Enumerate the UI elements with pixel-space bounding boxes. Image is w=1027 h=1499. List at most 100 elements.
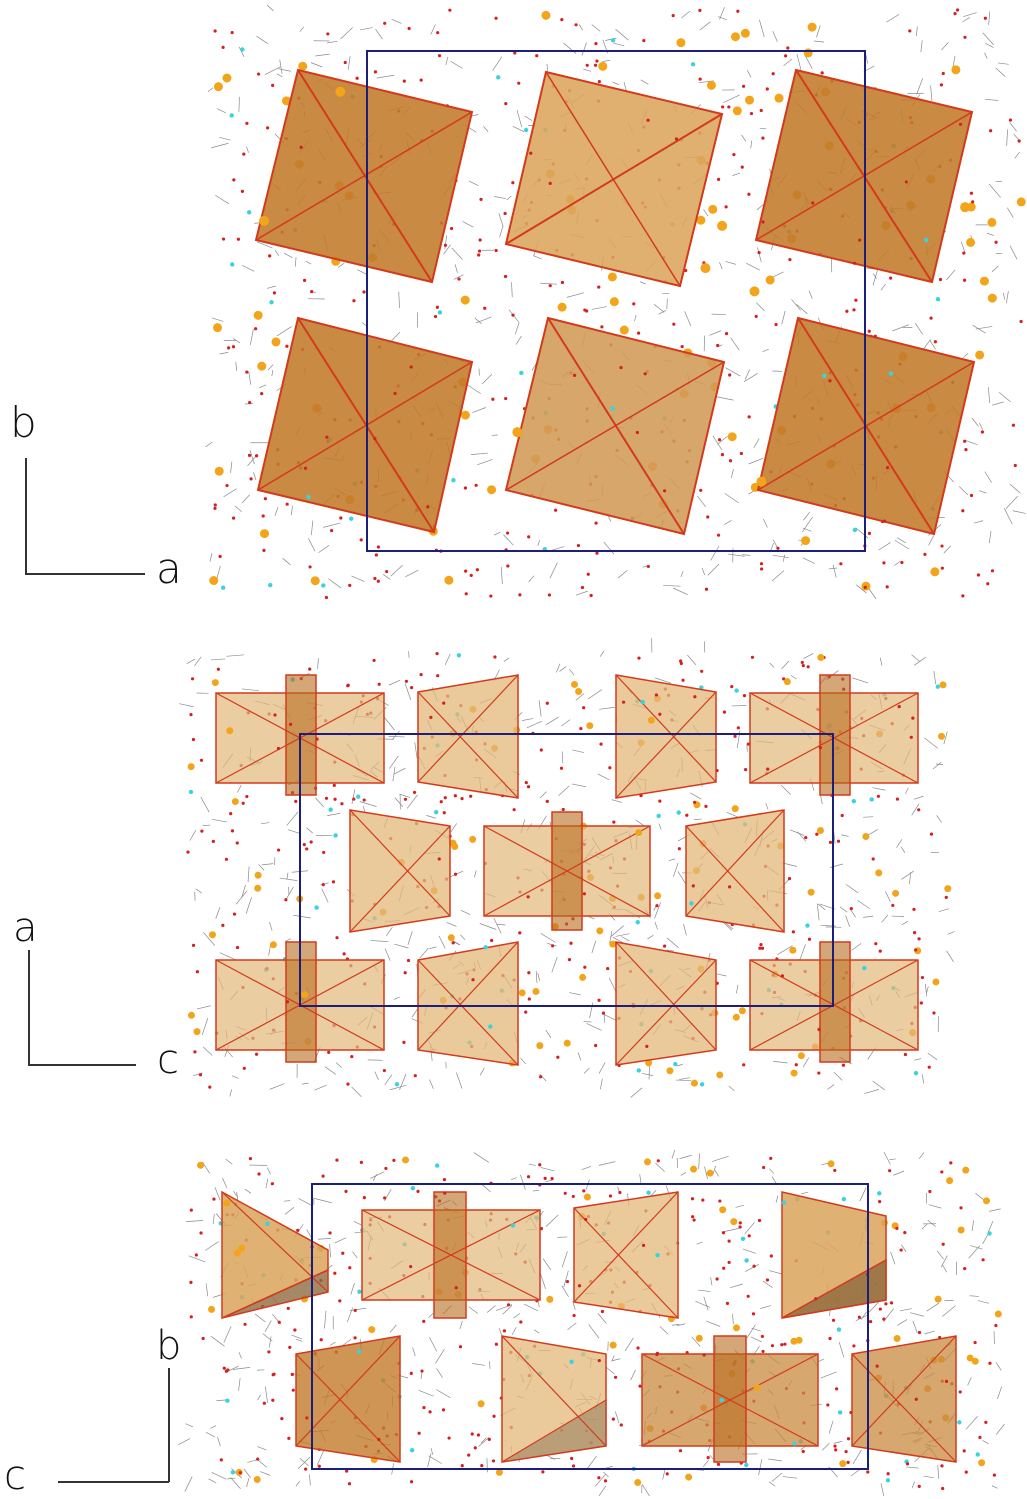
bond — [540, 1273, 545, 1289]
bond — [311, 521, 313, 536]
bond — [232, 1076, 239, 1079]
oxygen-atom — [582, 706, 585, 709]
oxygen-atom — [606, 967, 609, 970]
bond — [719, 262, 722, 269]
oxygen-atom — [232, 517, 235, 520]
metal-atom — [790, 1338, 797, 1345]
oxygen-atom — [318, 1465, 321, 1468]
bond — [961, 242, 964, 252]
bond — [218, 1437, 221, 1446]
oxygen-atom — [277, 848, 280, 851]
oxygen-atom — [817, 1071, 820, 1074]
bond — [456, 1073, 462, 1089]
oxygen-atom — [527, 785, 530, 788]
metal-atom — [610, 297, 619, 306]
halide-atom — [852, 799, 856, 803]
oxygen-atom — [245, 122, 248, 125]
halide-atom — [265, 1222, 269, 1226]
oxygen-atom — [757, 251, 760, 254]
oxygen-atom — [728, 373, 731, 376]
halide-atom — [782, 1200, 786, 1204]
bond — [989, 12, 990, 25]
bond — [469, 1307, 478, 1314]
oxygen-atom — [742, 1063, 745, 1066]
oxygen-atom — [255, 1053, 258, 1056]
metal-atom — [932, 978, 939, 985]
bond — [910, 1313, 924, 1317]
oxygen-atom — [679, 659, 682, 662]
oxygen-atom — [255, 454, 258, 457]
bond — [550, 563, 558, 579]
bond — [782, 661, 789, 669]
oxygen-atom — [442, 1408, 445, 1411]
oxygen-atom — [402, 1041, 405, 1044]
bond — [680, 1155, 692, 1158]
bond — [211, 1336, 224, 1346]
metal-atom — [938, 733, 945, 740]
bond — [631, 1370, 636, 1380]
oxygen-atom — [410, 1480, 413, 1483]
bond — [703, 1460, 708, 1466]
bond — [224, 489, 237, 497]
oxygen-atom — [471, 1432, 474, 1435]
bond — [673, 863, 678, 877]
oxygen-atom — [869, 1320, 872, 1323]
halide-atom — [976, 1452, 980, 1456]
bond — [286, 887, 293, 899]
metal-atom — [596, 927, 603, 934]
oxygen-atom — [243, 1323, 246, 1326]
oxygen-atom — [242, 153, 245, 156]
oxygen-atom — [325, 436, 328, 439]
oxygen-atom — [839, 562, 842, 565]
oxygen-atom — [450, 227, 453, 230]
oxygen-atom — [632, 302, 635, 305]
metal-atom — [707, 1170, 714, 1177]
oxygen-atom — [915, 1398, 918, 1401]
oxygen-atom — [918, 1331, 921, 1334]
bond — [318, 545, 329, 552]
oxygen-atom — [900, 561, 903, 564]
bond — [917, 78, 923, 94]
metal-atom — [448, 934, 455, 941]
metal-atom — [301, 991, 308, 998]
bond — [773, 1061, 787, 1063]
bond — [700, 22, 711, 30]
oxygen-atom — [761, 220, 764, 223]
oxygen-atom — [190, 1208, 193, 1211]
oxygen-atom — [422, 1406, 425, 1409]
oxygen-atom — [842, 1064, 845, 1067]
bond — [1014, 134, 1019, 140]
polyhedron — [714, 1336, 746, 1462]
oxygen-atom — [455, 1286, 458, 1289]
oxygen-atom — [584, 1218, 587, 1221]
metal-atom — [546, 1296, 553, 1303]
oxygen-atom — [262, 514, 265, 517]
oxygen-atom — [305, 847, 308, 850]
oxygen-atom — [383, 1069, 386, 1072]
bond — [942, 1306, 955, 1317]
bond — [391, 565, 403, 576]
bond — [914, 1059, 921, 1061]
oxygen-atom — [693, 1218, 696, 1221]
bond — [989, 1209, 1001, 1212]
bond — [522, 718, 533, 720]
oxygen-atom — [254, 327, 257, 330]
oxygen-atom — [961, 594, 964, 597]
oxygen-atom — [792, 930, 795, 933]
bond — [275, 250, 279, 256]
bond — [363, 806, 365, 812]
oxygen-atom — [914, 948, 917, 951]
bond — [887, 14, 899, 22]
metal-atom — [223, 1200, 230, 1207]
bond — [736, 1205, 744, 1207]
oxygen-atom — [392, 1159, 395, 1162]
oxygen-atom — [304, 1468, 307, 1471]
oxygen-atom — [758, 1219, 761, 1222]
metal-atom — [208, 1306, 215, 1313]
oxygen-atom — [598, 80, 601, 83]
oxygen-atom — [434, 315, 437, 318]
metal-atom — [536, 1042, 543, 1049]
oxygen-atom — [296, 1229, 299, 1232]
oxygen-atom — [219, 555, 222, 558]
bond — [915, 323, 922, 334]
